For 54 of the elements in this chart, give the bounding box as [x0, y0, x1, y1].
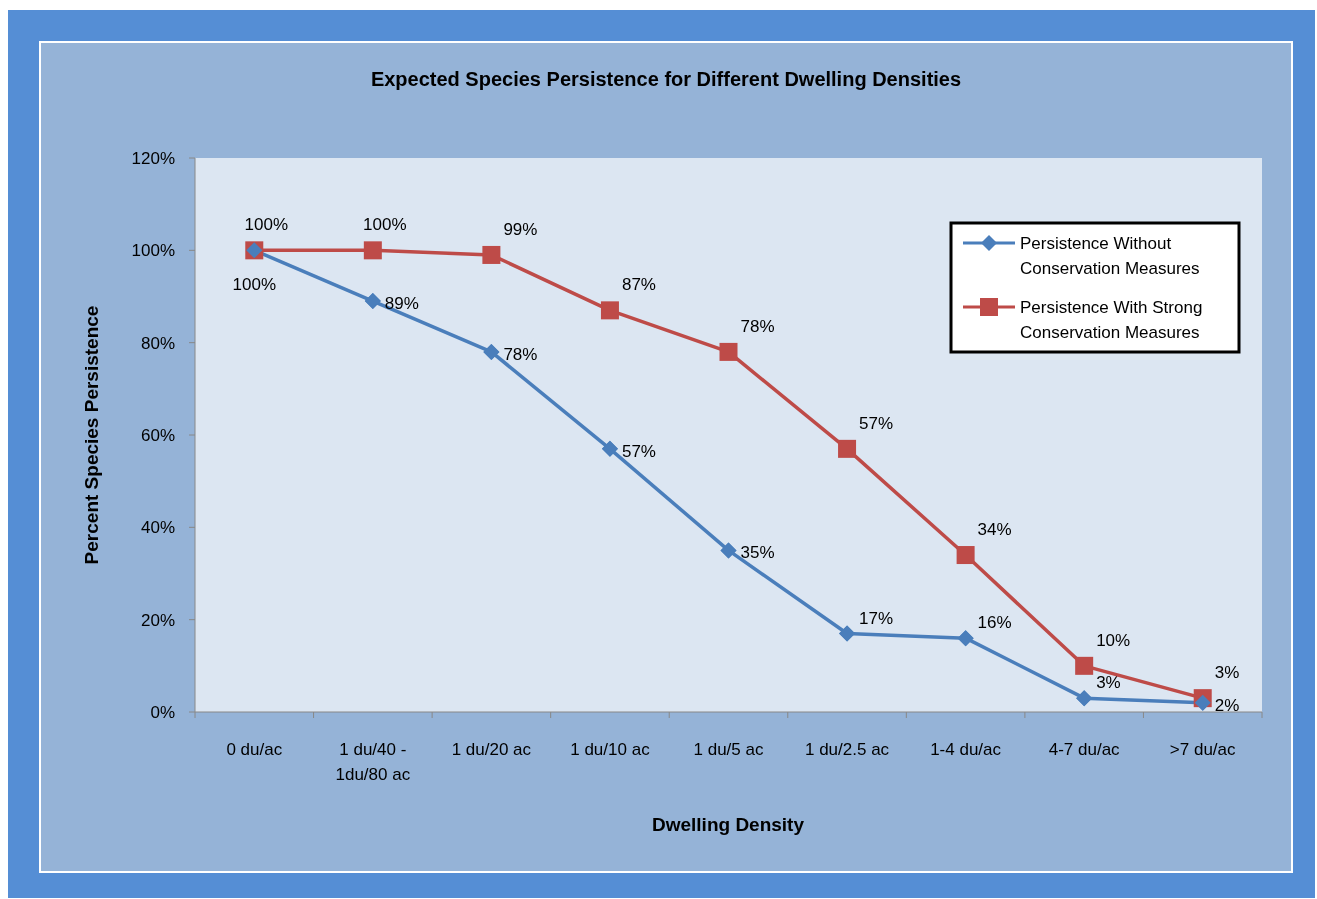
point [483, 343, 500, 360]
point [600, 301, 619, 320]
data-label: 3% [1214, 663, 1240, 683]
x-tick-label: 1-4 du/ac [930, 740, 1002, 759]
point [720, 542, 737, 559]
point [363, 241, 382, 260]
data-label: 78% [740, 316, 775, 336]
point [839, 625, 856, 642]
data-label: 34% [977, 520, 1012, 540]
point [482, 245, 501, 264]
chart-title: Expected Species Persistence for Different Dwelling Densities [370, 68, 962, 90]
x-tick-label: >7 du/ac [1169, 740, 1237, 759]
y-axis-title: Percent Species Persistence [81, 305, 102, 565]
point [838, 439, 857, 458]
x-tick-label: 0 du/ac [226, 740, 283, 759]
x-tick-label: 4-7 du/ac [1048, 740, 1121, 759]
data-label: 89% [384, 294, 419, 314]
y-tick-label: 120% [131, 149, 175, 168]
y-tick-label: 60% [140, 426, 175, 445]
y-tick-label: 0% [150, 703, 175, 722]
data-label: 100% [232, 275, 277, 295]
point [1075, 656, 1094, 675]
x-tick-label: 1 du/2.5 ac [804, 740, 890, 759]
point [601, 440, 618, 457]
data-label: 16% [977, 613, 1012, 633]
point [956, 546, 975, 565]
y-tick-label: 40% [140, 518, 175, 538]
x-tick-label: 1 du/20 ac [451, 740, 532, 759]
x-axis-title: Dwelling Density [651, 814, 805, 835]
data-label: 57% [621, 441, 656, 461]
data-label: 99% [503, 219, 538, 239]
x-tick-label: 1 du/5 ac [693, 740, 764, 759]
data-label: 3% [1096, 673, 1121, 693]
point [1194, 694, 1211, 711]
point [364, 293, 381, 310]
data-label: 17% [859, 608, 894, 628]
data-label: 78% [503, 344, 538, 364]
x-tick-label: 1 du/10 ac [570, 740, 651, 759]
x-tick-label: 1 du/40 - 1du/80 ac [335, 740, 411, 784]
data-label: 100% [244, 215, 289, 235]
data-label: 87% [621, 275, 656, 295]
data-label: 10% [1096, 630, 1131, 650]
point [957, 630, 974, 647]
legend-label: Persistence With Strong Conservation Measures [1020, 298, 1203, 342]
y-tick-label: 100% [131, 241, 175, 261]
data-label: 35% [740, 543, 775, 563]
data-label: 100% [363, 215, 407, 235]
y-tick-label: 80% [140, 333, 175, 353]
legend-label: Persistence Without Conservation Measures [1020, 234, 1200, 278]
data-label: 2% [1214, 695, 1240, 715]
y-tick-label: 20% [140, 610, 175, 630]
data-label: 57% [859, 413, 894, 433]
point [719, 342, 738, 361]
point [1076, 690, 1093, 707]
